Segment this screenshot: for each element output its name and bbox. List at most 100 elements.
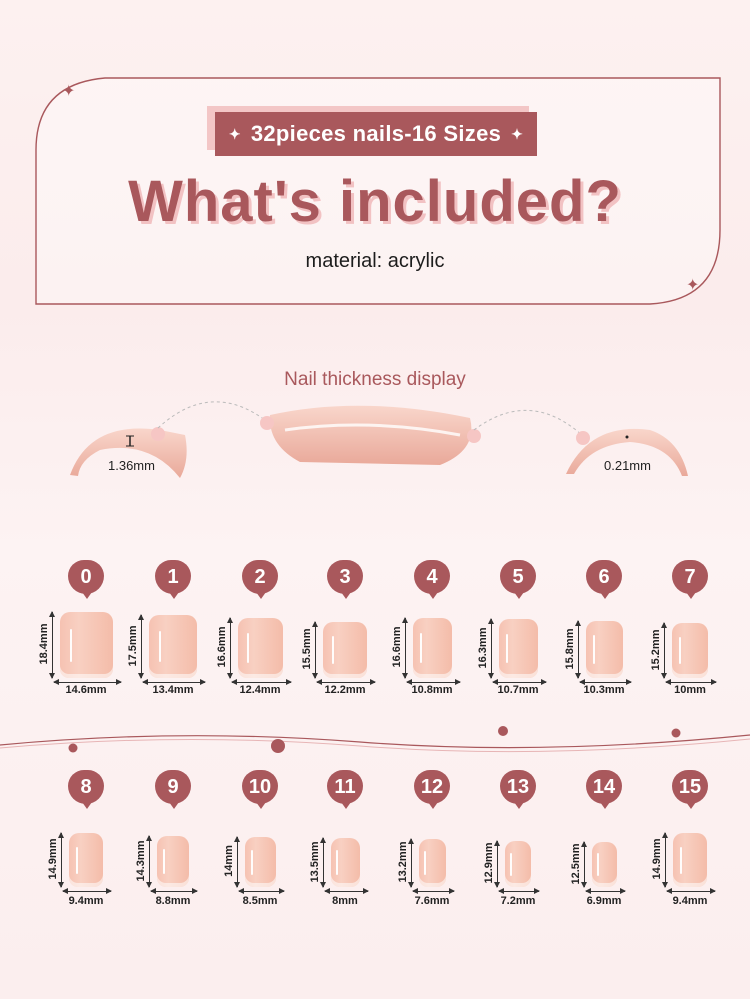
nail-shine xyxy=(336,850,339,875)
height-label: 15.2mm xyxy=(650,629,662,670)
height-label: 17.5mm xyxy=(127,625,139,666)
size-number-tag: 2 xyxy=(242,560,278,599)
sparkle-icon: ✦ xyxy=(511,125,524,142)
size-number-tag: 10 xyxy=(242,770,278,809)
height-label: 13.5mm xyxy=(308,841,321,882)
nail-shine xyxy=(246,633,249,663)
height-label: 15.8mm xyxy=(563,628,576,669)
height-dimension-line xyxy=(407,838,414,888)
height-label: 18.4mm xyxy=(37,623,50,665)
height-label: 14.3mm xyxy=(135,840,147,881)
height-dimension-line xyxy=(226,617,233,679)
size-number-tag: 1 xyxy=(155,560,191,599)
nail-shine xyxy=(158,630,161,663)
divider-dot xyxy=(671,728,681,738)
nail-tip xyxy=(244,837,276,887)
nail-tip xyxy=(585,621,623,678)
height-dimension-line xyxy=(580,841,587,888)
width-label: 9.4mm xyxy=(68,895,104,907)
height-label: 15.5mm xyxy=(301,628,313,670)
sparkle-icon: ✦ xyxy=(686,277,699,294)
height-label: 14.9mm xyxy=(47,838,59,880)
nail-tip xyxy=(157,836,189,887)
divider-dot xyxy=(498,726,508,736)
thickness-right-label: 0.21mm xyxy=(604,458,651,473)
width-dimension-line xyxy=(52,679,122,685)
nail-shine xyxy=(423,851,426,875)
size-number-tag: 14 xyxy=(586,770,622,809)
nail-tip xyxy=(59,612,113,678)
height-dimension-line xyxy=(233,836,240,888)
height-label: 16.6mm xyxy=(390,626,403,668)
nail-tip xyxy=(498,619,538,678)
height-label: 13.2mm xyxy=(396,841,409,883)
height-dimension-line xyxy=(319,837,326,888)
width-label: 6.9mm xyxy=(586,895,622,907)
banner: ✦ 32pieces nails-16 Sizes ✦ xyxy=(215,112,537,156)
height-dimension-line xyxy=(312,621,318,679)
height-label: 12.9mm xyxy=(483,842,495,884)
width-label: 14.6mm xyxy=(65,684,107,696)
divider-dot xyxy=(271,739,285,753)
nail-tip xyxy=(591,842,617,887)
height-dimension-line xyxy=(58,832,64,888)
width-dimension-line xyxy=(666,888,716,894)
sparkle-icon: ✦ xyxy=(228,125,241,142)
nail-shine xyxy=(506,633,509,664)
width-dimension-line xyxy=(578,679,632,685)
width-label: 7.6mm xyxy=(414,895,450,907)
material-text: material: acrylic xyxy=(305,250,445,272)
marker-dot xyxy=(151,427,165,441)
width-label: 8.5mm xyxy=(242,895,278,907)
nail-shine xyxy=(163,848,166,875)
nail-shine xyxy=(250,849,253,875)
height-label: 14mm xyxy=(222,845,235,877)
nail-tip xyxy=(237,618,283,678)
width-label: 12.2mm xyxy=(324,684,366,696)
height-label: 16.6mm xyxy=(215,626,228,668)
nail-shine xyxy=(510,852,513,876)
nail-tip xyxy=(673,833,707,887)
width-label: 8mm xyxy=(332,895,358,907)
size-number-tag: 5 xyxy=(500,560,536,599)
nail-shine xyxy=(70,628,73,662)
height-dimension-line xyxy=(146,835,152,888)
sparkle-icon: ✦ xyxy=(62,83,75,100)
size-number-tag: 11 xyxy=(327,770,363,809)
nail-tip xyxy=(672,623,708,678)
width-dimension-line xyxy=(142,679,206,685)
nail-shine xyxy=(75,846,78,874)
size-number-tag: 4 xyxy=(414,560,450,599)
size-number-tag: 0 xyxy=(68,560,104,599)
nail-tip xyxy=(330,838,360,887)
width-label: 10.8mm xyxy=(411,684,453,696)
height-dimension-line xyxy=(494,840,500,888)
height-label: 14.9mm xyxy=(651,838,663,880)
width-label: 10mm xyxy=(674,684,706,696)
marker-dot xyxy=(467,429,481,443)
size-number-tag: 9 xyxy=(155,770,191,809)
height-label: 12.5mm xyxy=(569,843,582,884)
width-dimension-line xyxy=(498,888,540,894)
width-label: 13.4mm xyxy=(152,684,194,696)
size-number-tag: 3 xyxy=(327,560,363,599)
nail-tip xyxy=(412,618,452,678)
nail-tip xyxy=(418,839,446,887)
width-dimension-line xyxy=(411,888,455,894)
size-number-tag: 15 xyxy=(672,770,708,809)
height-label: 16.3mm xyxy=(476,627,489,668)
width-dimension-line xyxy=(323,888,369,894)
height-dimension-line xyxy=(138,614,144,679)
size-number-tag: 8 xyxy=(68,770,104,809)
size-number-tag: 12 xyxy=(414,770,450,809)
nail-tip xyxy=(323,622,367,678)
nail-shine xyxy=(596,853,599,876)
nail-shine xyxy=(592,635,595,664)
size-number-tag: 6 xyxy=(586,560,622,599)
width-label: 7.2mm xyxy=(500,895,536,907)
height-dimension-line xyxy=(487,618,494,679)
width-label: 8.8mm xyxy=(155,895,191,907)
height-dimension-line xyxy=(401,617,408,679)
nail-tip xyxy=(505,841,531,887)
width-label: 12.4mm xyxy=(239,684,281,696)
